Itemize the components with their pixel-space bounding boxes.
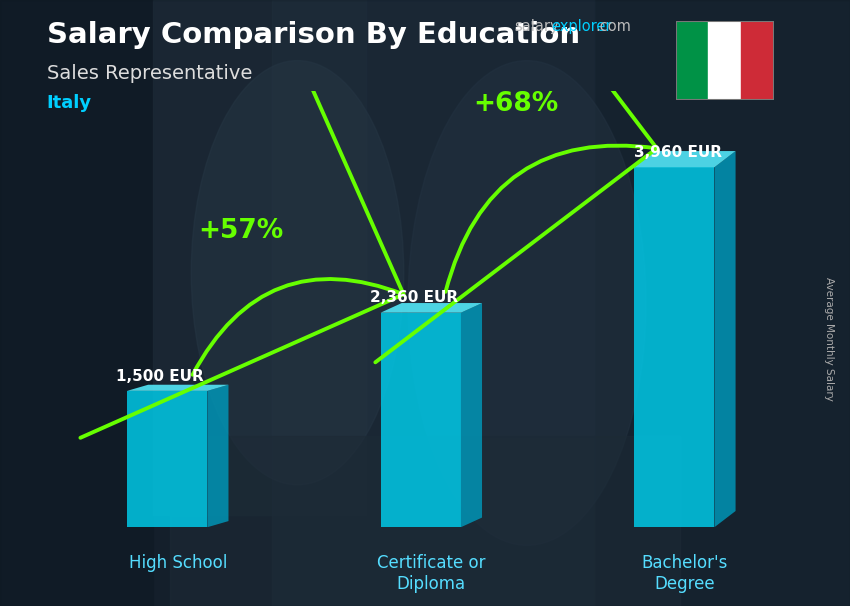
Text: +57%: +57% <box>199 218 284 244</box>
Ellipse shape <box>191 61 404 485</box>
Text: salary: salary <box>514 19 559 35</box>
Polygon shape <box>634 151 735 167</box>
Bar <box>170 436 680 606</box>
Bar <box>595 0 850 606</box>
Text: +68%: +68% <box>473 91 558 116</box>
Polygon shape <box>461 303 482 527</box>
FancyArrowPatch shape <box>81 0 404 438</box>
Bar <box>153 0 366 515</box>
Text: Italy: Italy <box>47 94 92 112</box>
Text: Bachelor's
Degree: Bachelor's Degree <box>642 554 728 593</box>
Bar <box>0 0 153 606</box>
Polygon shape <box>634 167 715 527</box>
Polygon shape <box>381 313 461 527</box>
Bar <box>741 21 774 100</box>
Text: explorer: explorer <box>551 19 611 35</box>
Ellipse shape <box>408 61 646 545</box>
Text: 3,960 EUR: 3,960 EUR <box>634 145 722 160</box>
Text: Average Monthly Salary: Average Monthly Salary <box>824 278 834 401</box>
Polygon shape <box>207 385 229 527</box>
Text: Sales Representative: Sales Representative <box>47 64 252 82</box>
Text: Salary Comparison By Education: Salary Comparison By Education <box>47 21 580 49</box>
Polygon shape <box>127 385 229 391</box>
Polygon shape <box>381 303 482 313</box>
Text: Certificate or
Diploma: Certificate or Diploma <box>377 554 485 593</box>
Polygon shape <box>127 391 207 527</box>
Polygon shape <box>715 151 735 527</box>
Bar <box>272 0 595 606</box>
Text: .com: .com <box>595 19 631 35</box>
FancyArrowPatch shape <box>376 0 657 362</box>
Bar <box>676 21 708 100</box>
Text: High School: High School <box>128 554 227 573</box>
Text: 2,360 EUR: 2,360 EUR <box>370 290 458 305</box>
Text: 1,500 EUR: 1,500 EUR <box>116 368 204 384</box>
Bar <box>708 21 741 100</box>
